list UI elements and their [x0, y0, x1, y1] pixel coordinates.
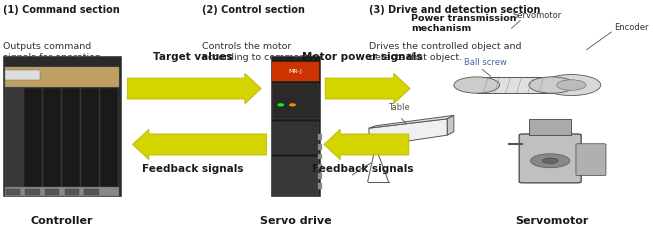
- Text: Feedback signals: Feedback signals: [142, 164, 244, 174]
- Circle shape: [529, 77, 575, 93]
- Text: Motor power signals: Motor power signals: [302, 52, 422, 62]
- FancyBboxPatch shape: [272, 84, 319, 119]
- Text: Servo drive: Servo drive: [260, 216, 331, 226]
- FancyBboxPatch shape: [272, 62, 319, 81]
- FancyBboxPatch shape: [272, 157, 319, 196]
- FancyBboxPatch shape: [477, 77, 552, 93]
- Circle shape: [454, 77, 500, 93]
- Text: MR-J: MR-J: [289, 69, 302, 74]
- Text: Servomotor: Servomotor: [515, 216, 588, 226]
- FancyBboxPatch shape: [5, 70, 40, 80]
- FancyBboxPatch shape: [24, 88, 42, 191]
- FancyBboxPatch shape: [271, 56, 320, 196]
- FancyBboxPatch shape: [100, 88, 118, 191]
- FancyBboxPatch shape: [6, 189, 20, 195]
- FancyBboxPatch shape: [3, 56, 121, 196]
- Text: (2) Control section: (2) Control section: [202, 5, 306, 15]
- Text: Drives the controlled object and
detects that object.: Drives the controlled object and detects…: [369, 42, 522, 62]
- FancyBboxPatch shape: [25, 189, 40, 195]
- FancyBboxPatch shape: [5, 187, 119, 196]
- Text: Controller: Controller: [31, 216, 93, 226]
- FancyArrow shape: [324, 129, 409, 160]
- FancyBboxPatch shape: [62, 88, 80, 191]
- FancyBboxPatch shape: [5, 67, 119, 87]
- FancyBboxPatch shape: [272, 122, 319, 154]
- Text: Outputs command
signals for operation.: Outputs command signals for operation.: [3, 42, 104, 62]
- Text: Ball screw: Ball screw: [464, 58, 507, 67]
- FancyBboxPatch shape: [5, 88, 23, 191]
- Circle shape: [278, 104, 283, 106]
- Text: (3) Drive and detection section: (3) Drive and detection section: [369, 5, 540, 15]
- FancyArrow shape: [325, 73, 410, 104]
- Text: Encoder: Encoder: [614, 24, 648, 32]
- FancyArrow shape: [127, 73, 261, 104]
- FancyBboxPatch shape: [45, 189, 59, 195]
- FancyBboxPatch shape: [84, 189, 99, 195]
- FancyBboxPatch shape: [318, 183, 322, 189]
- FancyArrow shape: [133, 129, 266, 160]
- Text: Servomotor: Servomotor: [513, 11, 562, 20]
- FancyBboxPatch shape: [318, 173, 322, 179]
- Circle shape: [530, 154, 570, 168]
- FancyBboxPatch shape: [519, 134, 581, 183]
- FancyBboxPatch shape: [318, 164, 322, 169]
- Text: Feedback signals: Feedback signals: [311, 164, 413, 174]
- Text: Table: Table: [389, 103, 410, 112]
- FancyBboxPatch shape: [43, 88, 61, 191]
- Polygon shape: [369, 115, 454, 128]
- FancyBboxPatch shape: [65, 189, 79, 195]
- Circle shape: [542, 158, 558, 164]
- FancyBboxPatch shape: [529, 119, 571, 135]
- Text: Power transmission
mechanism: Power transmission mechanism: [411, 14, 517, 33]
- Text: (1) Command section: (1) Command section: [3, 5, 120, 15]
- FancyBboxPatch shape: [81, 88, 99, 191]
- FancyBboxPatch shape: [318, 154, 322, 159]
- Text: Controls the motor
according to commands.: Controls the motor according to commands…: [202, 42, 320, 62]
- Text: Target values: Target values: [153, 52, 232, 62]
- Circle shape: [290, 104, 295, 106]
- Polygon shape: [369, 119, 447, 147]
- Polygon shape: [447, 115, 454, 135]
- Circle shape: [542, 75, 601, 96]
- FancyBboxPatch shape: [318, 144, 322, 150]
- FancyBboxPatch shape: [576, 144, 606, 175]
- FancyBboxPatch shape: [318, 134, 322, 140]
- Circle shape: [556, 80, 586, 90]
